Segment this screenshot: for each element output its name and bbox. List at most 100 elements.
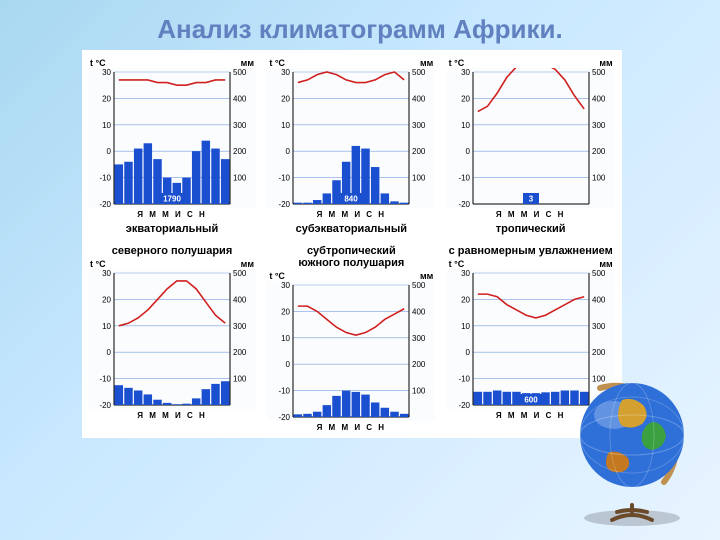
svg-text:0: 0	[286, 360, 291, 369]
axis-labels: t °Cмм	[88, 259, 256, 269]
climatogram-plot: 3020100-10-20500400300200100	[267, 281, 435, 421]
chart-caption: тропический	[447, 223, 615, 235]
svg-text:-10: -10	[458, 174, 470, 183]
svg-text:200: 200	[233, 348, 247, 357]
chart-caption: субтропическийюжного полушария	[267, 245, 435, 269]
chart-panel: t °Cмм3020100-10-205004003002001001790Я …	[82, 50, 622, 438]
axis-labels: t °Cмм	[88, 58, 256, 68]
svg-text:600: 600	[524, 396, 538, 405]
svg-text:-20: -20	[99, 401, 111, 409]
svg-text:840: 840	[345, 195, 359, 204]
month-axis: Я М М И С Н	[447, 210, 615, 219]
svg-text:300: 300	[592, 121, 606, 130]
svg-text:400: 400	[592, 295, 606, 304]
chart-caption: субэкваториальный	[267, 223, 435, 235]
svg-text:100: 100	[233, 174, 247, 183]
svg-text:100: 100	[233, 375, 247, 384]
svg-text:-10: -10	[458, 375, 470, 384]
svg-text:30: 30	[461, 269, 470, 278]
svg-text:20: 20	[461, 94, 470, 103]
svg-text:-10: -10	[279, 174, 291, 183]
chart-caption: северного полушария	[88, 245, 256, 257]
svg-text:-10: -10	[279, 387, 291, 396]
svg-text:400: 400	[592, 94, 606, 103]
svg-text:0: 0	[286, 147, 291, 156]
svg-text:300: 300	[412, 334, 426, 343]
svg-text:30: 30	[281, 68, 290, 77]
month-axis: Я М М И С Н	[267, 423, 435, 432]
chart-caption: с равномерным увлажнением	[447, 245, 615, 257]
month-axis: Я М М И С Н	[88, 411, 256, 420]
axis-labels: t °Cмм	[447, 58, 615, 68]
svg-text:100: 100	[592, 174, 606, 183]
svg-text:200: 200	[412, 147, 426, 156]
svg-text:-10: -10	[99, 375, 111, 384]
svg-text:-10: -10	[99, 174, 111, 183]
svg-text:1790: 1790	[163, 195, 181, 204]
svg-text:30: 30	[102, 269, 111, 278]
climatogram-cell: субтропическийюжного полушария t °Cмм30 20…	[267, 239, 435, 432]
svg-text:200: 200	[592, 348, 606, 357]
climatogram-plot: 3020100-10-20500400300200100	[88, 269, 256, 409]
svg-text:10: 10	[281, 334, 290, 343]
svg-text:-20: -20	[279, 413, 291, 421]
svg-text:200: 200	[592, 147, 606, 156]
svg-text:500: 500	[592, 68, 606, 77]
svg-text:500: 500	[233, 68, 247, 77]
climatogram-cell: t °Cмм3020100-10-205004003002001001790Я …	[88, 58, 256, 235]
svg-text:-20: -20	[99, 200, 111, 208]
svg-text:500: 500	[412, 281, 426, 290]
svg-text:10: 10	[102, 322, 111, 331]
svg-text:20: 20	[281, 94, 290, 103]
svg-text:300: 300	[233, 121, 247, 130]
svg-text:20: 20	[281, 307, 290, 316]
svg-text:20: 20	[102, 94, 111, 103]
svg-text:200: 200	[233, 147, 247, 156]
svg-text:100: 100	[412, 387, 426, 396]
svg-text:30: 30	[461, 68, 470, 77]
svg-text:500: 500	[412, 68, 426, 77]
svg-text:100: 100	[412, 174, 426, 183]
svg-text:3: 3	[528, 195, 533, 204]
svg-text:400: 400	[412, 307, 426, 316]
svg-text:500: 500	[592, 269, 606, 278]
svg-text:10: 10	[461, 121, 470, 130]
climatogram-plot: 3020100-10-205004003002001001790	[88, 68, 256, 208]
chart-grid: t °Cмм3020100-10-205004003002001001790Я …	[88, 58, 616, 432]
svg-text:300: 300	[412, 121, 426, 130]
svg-text:300: 300	[592, 322, 606, 331]
svg-text:10: 10	[281, 121, 290, 130]
svg-text:10: 10	[461, 322, 470, 331]
climatogram-cell: t °Cмм3020100-10-20500400300200100840Я М…	[267, 58, 435, 235]
axis-labels: t °Cмм	[447, 259, 615, 269]
globe-decoration	[562, 360, 702, 530]
svg-text:0: 0	[465, 348, 470, 357]
svg-text:0: 0	[107, 348, 112, 357]
svg-text:30: 30	[281, 281, 290, 290]
month-axis: Я М М И С Н	[267, 210, 435, 219]
svg-text:0: 0	[107, 147, 112, 156]
svg-text:500: 500	[233, 269, 247, 278]
svg-text:400: 400	[412, 94, 426, 103]
climatogram-plot: 3020100-10-205004003002001003	[447, 68, 615, 208]
chart-caption: экваториальный	[88, 223, 256, 235]
climatogram-cell: t °Cмм3020100-10-205004003002001003Я М М…	[447, 58, 615, 235]
axis-labels: t °Cмм	[267, 58, 435, 68]
svg-text:400: 400	[233, 295, 247, 304]
month-axis: Я М М И С Н	[88, 210, 256, 219]
climatogram-plot: 3020100-10-20500400300200100840	[267, 68, 435, 208]
svg-text:400: 400	[233, 94, 247, 103]
svg-text:-20: -20	[458, 401, 470, 409]
axis-labels: t °Cмм	[267, 271, 435, 281]
svg-text:-20: -20	[458, 200, 470, 208]
page-title: Анализ климатограмм Африки.	[0, 0, 720, 49]
svg-text:10: 10	[102, 121, 111, 130]
climatogram-cell: северного полушарияt °Cмм3020100-10-2050…	[88, 239, 256, 432]
svg-text:20: 20	[461, 295, 470, 304]
svg-text:30: 30	[102, 68, 111, 77]
svg-text:20: 20	[102, 295, 111, 304]
svg-text:300: 300	[233, 322, 247, 331]
svg-text:-20: -20	[279, 200, 291, 208]
svg-text:0: 0	[465, 147, 470, 156]
svg-text:200: 200	[412, 360, 426, 369]
